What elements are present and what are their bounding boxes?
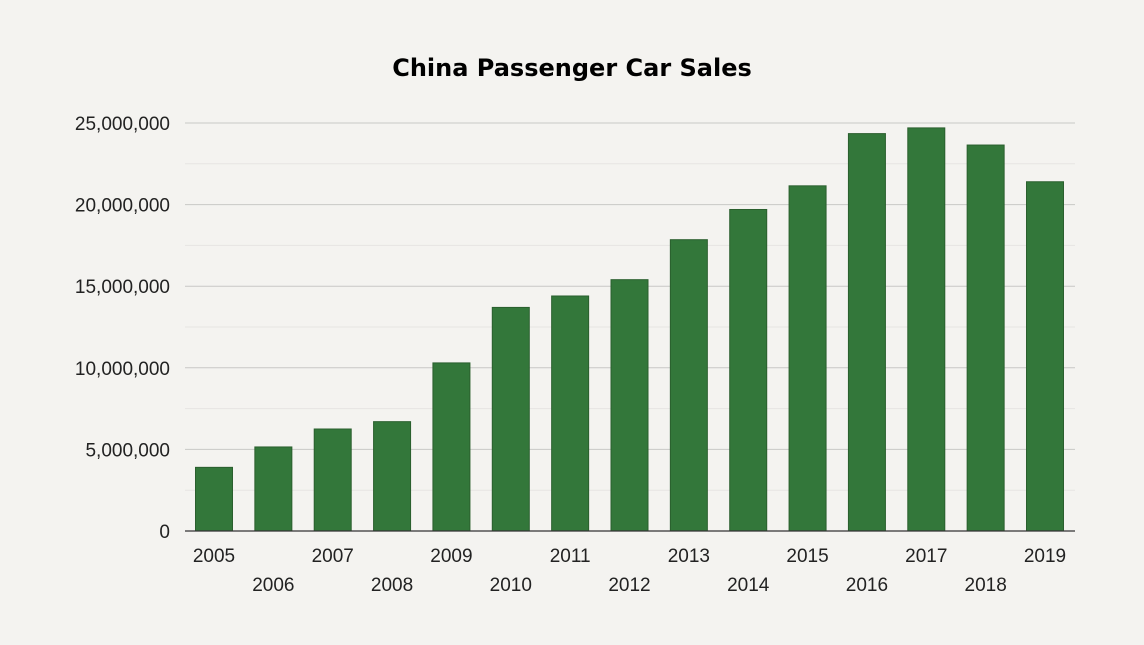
y-tick-label: 25,000,000	[75, 114, 170, 135]
bar-2019	[1026, 181, 1064, 532]
y-tick-label: 10,000,000	[75, 359, 170, 380]
bar-2013	[669, 239, 708, 532]
x-tick-label: 2016	[846, 575, 888, 596]
x-tick-label: 2017	[905, 546, 947, 567]
bar-2014	[729, 208, 768, 532]
bar-2017	[907, 127, 946, 532]
bar-2011	[551, 295, 590, 532]
x-tick-label: 2007	[312, 546, 354, 567]
x-tick-label: 2010	[490, 575, 532, 596]
x-tick-label: 2009	[430, 546, 472, 567]
bars	[195, 127, 1064, 532]
bar-2005	[195, 466, 233, 532]
x-tick-label: 2019	[1024, 546, 1066, 567]
y-axis-ticks: 0 5,000,000 10,000,000 15,000,000 20,000,000…	[75, 114, 170, 543]
x-tick-label: 2005	[193, 546, 235, 567]
y-tick-label: 15,000,000	[75, 277, 170, 298]
bar-2010	[491, 306, 530, 532]
y-tick-label: 5,000,000	[85, 440, 170, 461]
bar-2008	[373, 421, 412, 532]
bar-2015	[788, 185, 827, 532]
x-tick-label: 2018	[965, 575, 1007, 596]
x-tick-label: 2015	[786, 546, 828, 567]
bar-2012	[610, 279, 649, 532]
y-tick-label: 20,000,000	[75, 196, 170, 217]
bar-2006	[254, 446, 293, 532]
x-axis-ticks: 2005 2006 2007 2008 2009 2010 2011 2012 2013 2014…	[193, 546, 1066, 596]
x-tick-label: 2012	[608, 575, 650, 596]
bar-2009	[432, 362, 471, 532]
x-tick-label: 2006	[252, 575, 294, 596]
y-tick-label: 0	[159, 522, 170, 543]
bar-2016	[847, 133, 886, 532]
x-tick-label: 2011	[550, 546, 591, 567]
bar-2007	[313, 428, 352, 532]
x-tick-label: 2008	[371, 575, 413, 596]
x-tick-label: 2014	[727, 575, 770, 596]
x-tick-label: 2013	[668, 546, 710, 567]
bar-2018	[966, 144, 1005, 532]
chart-title: China Passenger Car Sales	[392, 54, 752, 82]
